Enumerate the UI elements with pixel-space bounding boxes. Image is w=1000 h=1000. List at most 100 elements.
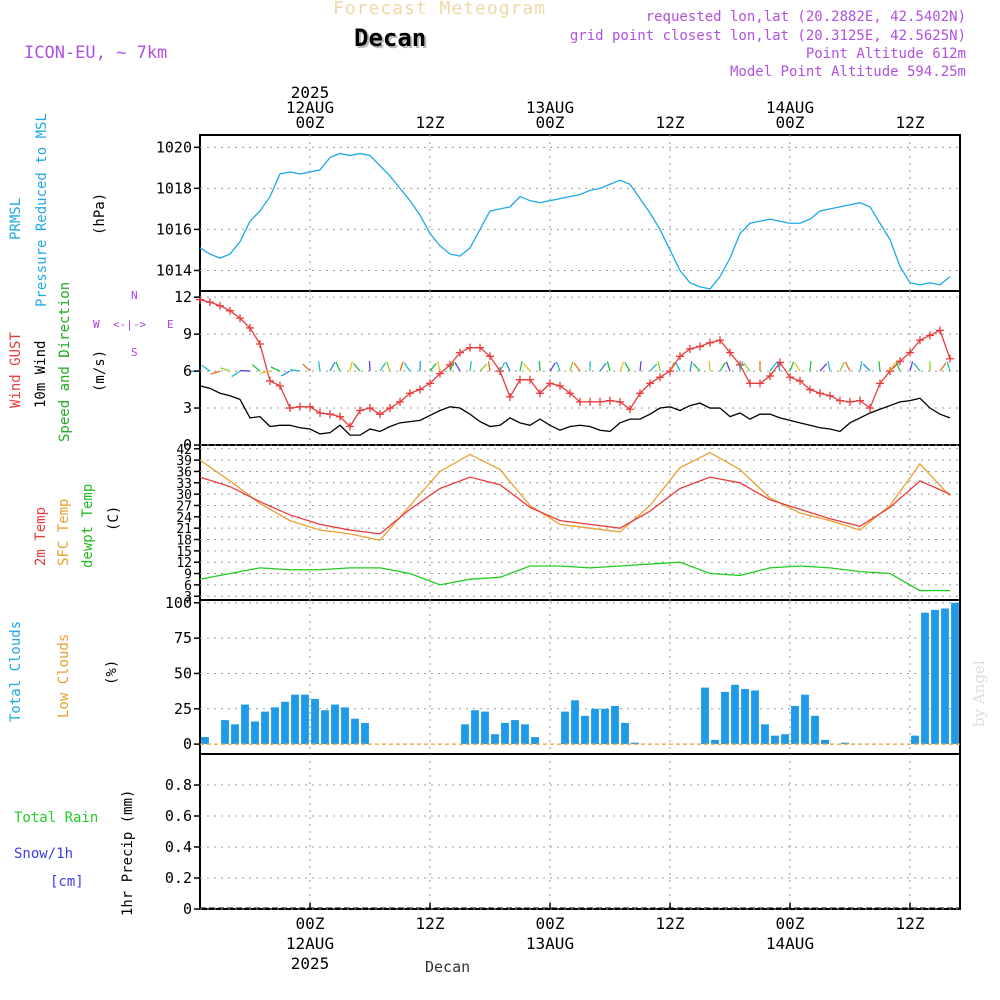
temp-ytick-label: 18 [176,534,192,549]
wind-gust-line-marker [386,404,394,413]
time-top-label: 00Z [776,113,805,132]
wind-gust-line-marker [896,357,904,366]
total-cloud-bar [631,742,639,745]
precip-ytick-label: 0.2 [165,869,192,887]
wind-direction-arrow [725,361,731,372]
point-altitude: Point Altitude 612m [805,46,966,62]
temp-ytick-label: 42 [176,443,192,458]
wind-gust-line-marker [516,375,524,384]
total-cloud-bar [331,704,339,745]
wind-label-speed-dir: Speed and Direction [57,281,73,442]
total-cloud-bar [611,705,619,745]
wind-label-10m: 10m Wind [33,340,49,408]
time-bottom-label: 2025 [291,954,330,973]
wind-direction-arrow [606,361,611,372]
precip-ytick-label: 0.4 [165,838,192,856]
total-cloud-bar [281,701,289,745]
wind-gust-line-marker [826,391,834,400]
wind-direction-arrow [599,362,607,372]
total-cloud-bar [291,694,299,745]
wind-gust-line-marker [376,410,384,419]
temp-ytick-label: 27 [176,499,192,514]
temp-ytick-label: 33 [176,477,192,492]
precip-unit: 1hr Precip (mm) [120,789,136,916]
pressure-ytick-label: 1014 [156,261,192,279]
total-cloud-bar [221,720,229,745]
total-cloud-bar [811,715,819,745]
wind-direction-arrow [946,361,951,372]
wind-direction-arrow [794,362,801,372]
wind-direction-arrow [479,363,488,372]
wind-gust-line-marker [606,396,614,405]
time-bottom-label: 12Z [416,914,445,933]
clouds-ytick-label: 50 [174,664,192,682]
precip-ytick-label: 0.8 [165,776,192,794]
wind-direction-arrow [624,362,631,372]
wind-direction-arrow [290,369,301,372]
temp-ytick-label: 39 [176,454,192,469]
temp-unit: (C) [106,505,122,531]
wind-ytick-label: 9 [183,325,192,343]
total-cloud-bar [471,710,479,745]
wind-ytick-label: 3 [183,399,192,417]
wind-direction-arrow [878,361,881,372]
time-bottom-label: 12Z [656,914,685,933]
wind-direction-arrow [386,361,391,372]
time-bottom-label: 12Z [896,914,925,933]
wind-gust-line-marker [426,379,434,388]
wind-gust-line-marker [636,389,644,398]
compass-e: E [167,318,174,331]
temp-ytick-label: 24 [176,511,192,526]
wind-speed-line [199,385,951,436]
temp-ytick-label: 15 [176,545,192,560]
total-cloud-bar [491,734,499,745]
wind-gust-line-marker [796,376,804,385]
wind-gust-line-marker [246,323,254,332]
total-cloud-bar [571,700,579,745]
wind-direction-arrow [619,361,625,372]
wind-gust-line-marker [816,389,824,398]
wind-gust-line-marker [466,343,474,352]
wind-direction-arrow [280,370,291,377]
total-cloud-bar [751,690,759,745]
wind-gust-line-marker [416,385,424,394]
time-top-label: 2025 [291,83,330,102]
wind-direction-arrow [573,362,581,372]
wind-gust-line-marker [336,412,344,421]
wind-direction-arrow [789,361,795,372]
wind-gust-line-marker [766,372,774,381]
temp-ytick-label: 3 [184,590,192,605]
wind-gust-line-marker [806,385,814,394]
wind-gust-line [199,298,951,428]
wind-label-gust: Wind GUST [8,332,24,408]
total-cloud-bar [951,602,959,745]
wind-direction-arrow [449,361,455,372]
pressure-ytick-label: 1018 [156,179,192,197]
time-top-label: 12AUG [286,98,334,117]
wind-ytick-label: 0 [183,436,192,454]
time-bottom-label: 14AUG [766,934,814,953]
total-cloud-bar [771,735,779,745]
wind-gust-line-marker [566,389,574,398]
time-top-label: 12Z [416,113,445,132]
wind-gust-line-marker [876,379,884,388]
total-cloud-bar [841,742,849,745]
wind-direction-arrow [538,361,541,372]
clouds-label-total: Total Clouds [8,620,24,722]
wind-gust-line-marker [676,352,684,361]
wind-direction-arrow [708,361,711,372]
total-cloud-bar [231,724,239,745]
total-cloud-bar [711,739,719,745]
compass-n: N [131,289,138,302]
clouds-label-low: Low Clouds [56,633,72,718]
wind-gust-line-marker [396,397,404,406]
model-label: ICON-EU, ~ 7km [24,43,168,63]
total-cloud-bar [621,722,629,745]
precip-label-snow: Snow/1h [14,846,74,862]
total-cloud-bar [201,737,209,745]
wind-direction-arrow [862,363,871,372]
total-cloud-bar [241,704,249,745]
wind-direction-arrow [231,370,241,378]
total-cloud-bar [271,707,279,745]
